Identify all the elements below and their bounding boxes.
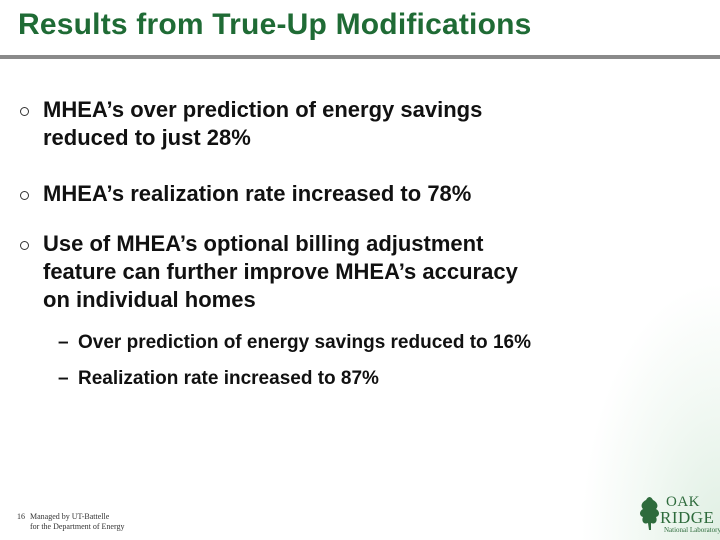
bullet-circle-icon <box>20 191 29 200</box>
bullet-circle-icon <box>20 241 29 250</box>
bullet-line: MHEA’s realization rate increased to 78% <box>43 181 472 206</box>
bullet-line: Use of MHEA’s optional billing adjustmen… <box>43 231 484 256</box>
bullet-circle-icon <box>20 107 29 116</box>
logo-word-lab: National Laboratory <box>664 526 720 534</box>
sub-bullet-dash: – <box>58 368 69 389</box>
sub-bullet-dash: – <box>58 332 69 353</box>
bullet-text: MHEA’s realization rate increased to 78% <box>43 180 471 208</box>
bullet-line: feature can further improve MHEA’s accur… <box>43 259 518 284</box>
logo-word-oak: OAK <box>666 494 700 510</box>
bullet-line: reduced to just 28% <box>43 125 251 150</box>
bullet-line: MHEA’s over prediction of energy savings <box>43 97 483 122</box>
logo-word-ridge: RIDGE <box>660 508 715 527</box>
title-divider <box>0 55 720 59</box>
bullet-text: Use of MHEA’s optional billing adjustmen… <box>43 230 518 314</box>
slide-title: Results from True-Up Modifications <box>18 8 532 41</box>
background-watermark <box>580 280 720 540</box>
oak-leaf-logo-icon <box>640 497 659 530</box>
bullet-line: on individual homes <box>43 287 256 312</box>
bullet-text: MHEA’s over prediction of energy savings… <box>43 96 482 152</box>
sub-bullet-text: Realization rate increased to 87% <box>78 368 379 389</box>
page-number: 16 <box>17 512 25 521</box>
sub-bullet-text: Over prediction of energy savings reduce… <box>78 332 531 353</box>
footer-text: Managed by UT-Battelle for the Departmen… <box>30 512 124 532</box>
footer-line: for the Department of Energy <box>30 522 125 531</box>
footer-line: Managed by UT-Battelle <box>30 512 110 521</box>
